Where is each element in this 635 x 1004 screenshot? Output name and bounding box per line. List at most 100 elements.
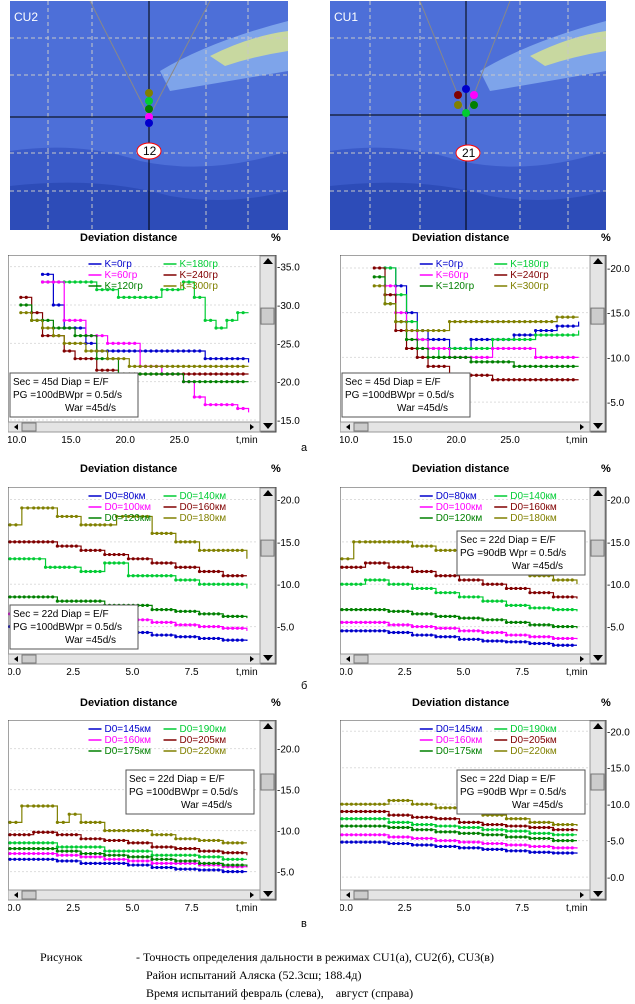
data-point — [69, 599, 74, 603]
data-point — [150, 833, 154, 837]
data-point — [230, 380, 234, 384]
data-point — [349, 620, 353, 624]
data-point — [46, 334, 50, 338]
data-point — [490, 599, 494, 603]
data-point — [377, 540, 382, 544]
data-point — [565, 828, 570, 832]
vertical-scrollbar[interactable] — [259, 487, 276, 664]
data-point — [38, 557, 42, 561]
horizontal-scrollbar[interactable] — [340, 421, 591, 433]
data-point — [509, 824, 513, 828]
data-point — [111, 341, 115, 345]
data-point — [32, 830, 36, 834]
data-point — [93, 820, 97, 824]
vertical-scrollbar[interactable] — [259, 720, 276, 900]
scroll-thumb[interactable] — [260, 539, 275, 557]
data-point — [19, 295, 23, 299]
data-point — [98, 855, 102, 859]
horizontal-scrollbar[interactable] — [340, 889, 591, 901]
hscroll-thumb[interactable] — [21, 654, 37, 664]
data-point — [106, 341, 110, 345]
horizontal-scrollbar[interactable] — [340, 653, 591, 665]
data-point — [183, 609, 187, 613]
horizontal-scrollbar[interactable] — [8, 653, 261, 665]
data-point — [183, 861, 187, 865]
scroll-thumb[interactable] — [590, 307, 605, 325]
data-point — [354, 833, 358, 837]
horizontal-scrollbar[interactable] — [8, 421, 261, 433]
data-point — [178, 861, 183, 865]
data-point — [537, 831, 541, 835]
data-point — [453, 626, 457, 630]
data-point — [448, 839, 452, 843]
data-point — [79, 569, 83, 574]
data-point — [349, 802, 353, 806]
data-point — [36, 830, 41, 834]
data-point — [406, 835, 410, 839]
data-point — [517, 346, 522, 351]
data-point — [188, 623, 192, 627]
data-point — [537, 591, 541, 595]
data-point — [74, 514, 78, 519]
hscroll-thumb[interactable] — [353, 422, 369, 432]
info-line: PG =100dBWpr = 0.5d/s — [345, 390, 454, 401]
y-tick-label: -20.0 — [277, 495, 300, 506]
vertical-scrollbar[interactable] — [589, 255, 606, 432]
data-point — [219, 372, 224, 376]
data-point — [373, 578, 377, 582]
data-point — [453, 824, 457, 828]
data-point — [514, 633, 518, 637]
vertical-scrollbar[interactable] — [589, 720, 606, 900]
data-point — [100, 288, 104, 292]
hscroll-thumb[interactable] — [21, 890, 37, 900]
data-point — [155, 574, 159, 578]
data-point — [480, 360, 484, 364]
hscroll-thumb[interactable] — [21, 422, 37, 432]
scroll-thumb[interactable] — [260, 773, 275, 791]
vertical-scrollbar[interactable] — [589, 487, 606, 664]
data-point — [209, 380, 213, 384]
data-point — [486, 822, 490, 827]
data-point — [481, 847, 485, 851]
data-point — [368, 561, 372, 565]
data-point — [434, 824, 438, 828]
data-point — [537, 820, 541, 824]
data-point — [396, 582, 400, 586]
data-point — [150, 574, 154, 578]
data-point — [27, 857, 31, 861]
data-point — [209, 403, 213, 407]
data-point — [32, 595, 36, 599]
series-D0=180км — [8, 506, 248, 559]
data-point — [566, 378, 570, 382]
y-tick-label: -10.0 — [607, 800, 630, 811]
data-point — [192, 364, 196, 368]
data-point — [359, 620, 363, 624]
data-point — [221, 870, 225, 874]
hscroll-thumb[interactable] — [353, 654, 369, 664]
data-point — [241, 380, 245, 384]
data-point — [368, 840, 372, 844]
hscroll-thumb[interactable] — [353, 890, 369, 900]
data-point — [100, 334, 104, 338]
data-point — [345, 840, 349, 844]
scroll-thumb[interactable] — [590, 539, 605, 557]
horizontal-scrollbar[interactable] — [8, 889, 261, 901]
data-point — [187, 349, 191, 353]
scroll-thumb[interactable] — [590, 773, 605, 791]
scroll-thumb[interactable] — [260, 307, 275, 325]
series-D0=145км — [340, 840, 578, 855]
data-point — [537, 641, 541, 646]
data-point — [178, 565, 183, 569]
data-point — [198, 295, 202, 299]
data-point — [406, 623, 410, 627]
vertical-scrollbar[interactable] — [259, 255, 276, 432]
data-point — [415, 328, 419, 333]
data-point — [169, 833, 173, 837]
data-point — [187, 364, 191, 368]
data-point — [32, 851, 36, 856]
data-point — [88, 855, 93, 859]
data-point — [377, 817, 382, 821]
data-point — [363, 824, 368, 828]
data-point — [183, 859, 187, 863]
series-D0=160км — [8, 540, 247, 578]
